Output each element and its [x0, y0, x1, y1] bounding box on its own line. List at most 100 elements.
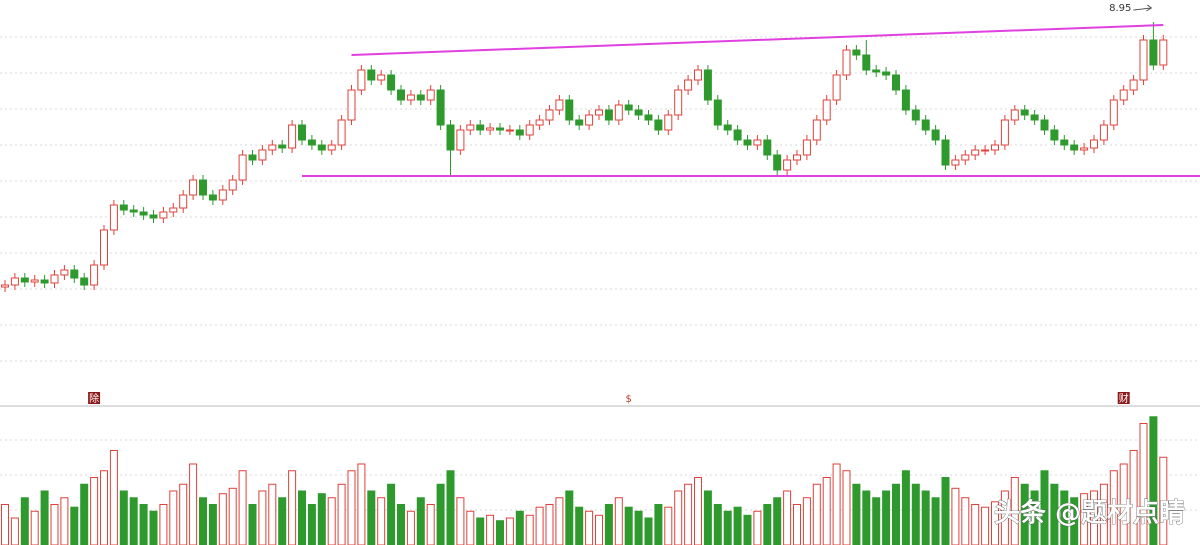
- volume-bar: [218, 493, 227, 545]
- volume-bar: [446, 470, 455, 545]
- volume-bar: [1000, 490, 1009, 545]
- candle-body: [961, 154, 970, 161]
- candle-body: [1129, 79, 1138, 91]
- volume-bar: [90, 477, 99, 545]
- candle-body: [436, 89, 445, 126]
- volume-bar: [684, 483, 693, 545]
- volume-bar: [1080, 493, 1089, 545]
- volume-bar: [377, 497, 386, 545]
- candle-body: [169, 207, 178, 213]
- candle-body: [80, 277, 89, 286]
- candle-body: [20, 277, 29, 283]
- volume-bar: [327, 497, 336, 545]
- candle-body: [1099, 124, 1108, 141]
- candle-body: [941, 139, 950, 166]
- volume-bar: [20, 497, 29, 545]
- candle-body: [535, 119, 544, 126]
- candle-body: [911, 109, 920, 121]
- volume-bar: [1, 504, 9, 545]
- candle-body: [327, 144, 336, 151]
- volume-bar: [466, 510, 475, 545]
- candle-body: [347, 89, 356, 121]
- candle-body: [1020, 109, 1029, 116]
- candle-body: [614, 104, 623, 121]
- volume-bar: [941, 477, 950, 545]
- candle-body: [397, 89, 405, 101]
- volume-bar: [307, 504, 316, 545]
- candle-body: [802, 139, 811, 156]
- candle-body: [387, 74, 396, 91]
- candle-body: [515, 129, 524, 136]
- candle-body: [773, 154, 782, 171]
- volume-bar: [743, 514, 752, 545]
- candle-body: [1139, 39, 1148, 81]
- candle-body: [753, 139, 762, 146]
- candle-body: [892, 74, 900, 91]
- volume-bar: [852, 483, 861, 545]
- candle-body: [852, 49, 861, 56]
- candle-body: [377, 74, 386, 81]
- candle-body: [1000, 119, 1009, 146]
- candle-body: [189, 179, 198, 196]
- volume-bar: [337, 483, 346, 545]
- candle-body: [921, 119, 930, 131]
- volume-bar: [1129, 450, 1138, 545]
- volume-bar: [703, 490, 712, 545]
- candle-body: [496, 127, 504, 131]
- event-marker-box: [622, 392, 635, 404]
- candle-body: [90, 264, 99, 286]
- event-marker-label: 财: [1119, 392, 1129, 405]
- volume-bar: [387, 483, 396, 545]
- candle-body: [367, 69, 376, 81]
- volume-bar: [1030, 490, 1039, 545]
- candle-body: [288, 124, 297, 149]
- candle-body: [872, 69, 881, 73]
- volume-bar: [713, 504, 722, 545]
- volume-bar: [515, 510, 524, 545]
- candle-body: [555, 99, 564, 111]
- candle-body: [357, 69, 366, 91]
- candle-body: [723, 124, 732, 131]
- candle-body: [317, 144, 326, 151]
- volume-bar: [644, 517, 653, 545]
- volume-bar: [139, 504, 148, 545]
- volume-bar: [456, 497, 465, 545]
- candle-body: [505, 129, 514, 132]
- volume-bar: [793, 504, 801, 545]
- volume-bar: [535, 506, 544, 545]
- candle-body: [931, 129, 940, 141]
- volume-bar: [585, 510, 594, 545]
- candle-body: [100, 229, 108, 266]
- candle-body: [684, 79, 693, 91]
- volume-bar: [595, 514, 603, 545]
- candle-body: [901, 89, 910, 111]
- candle-body: [624, 104, 633, 111]
- candle-body: [109, 204, 118, 231]
- candle-body: [248, 154, 257, 161]
- candle-body: [199, 179, 207, 196]
- candle-body: [456, 129, 465, 151]
- candle-body: [238, 154, 247, 181]
- volume-bar: [406, 510, 415, 545]
- volume-bar: [723, 510, 732, 545]
- event-marker-label: 除: [89, 392, 99, 405]
- volume-bar: [1139, 423, 1148, 545]
- event-marker: 财: [1117, 392, 1130, 405]
- candle-body: [1070, 144, 1079, 151]
- volume-bar: [951, 487, 960, 545]
- candle-body: [486, 127, 495, 131]
- volume-bar: [1090, 490, 1098, 545]
- volume-bar: [1119, 463, 1128, 545]
- candle-body: [70, 269, 79, 279]
- volume-bar: [129, 497, 138, 545]
- candle-body: [1010, 109, 1019, 121]
- candle-body: [793, 154, 801, 161]
- volume-bar: [921, 490, 930, 545]
- volume-bar: [634, 510, 643, 545]
- volume-bar: [971, 504, 980, 545]
- volume-bar: [882, 490, 891, 545]
- volume-bar: [733, 506, 742, 545]
- volume-bar: [822, 477, 831, 545]
- volume-bar: [901, 470, 910, 545]
- candle-body: [545, 109, 554, 121]
